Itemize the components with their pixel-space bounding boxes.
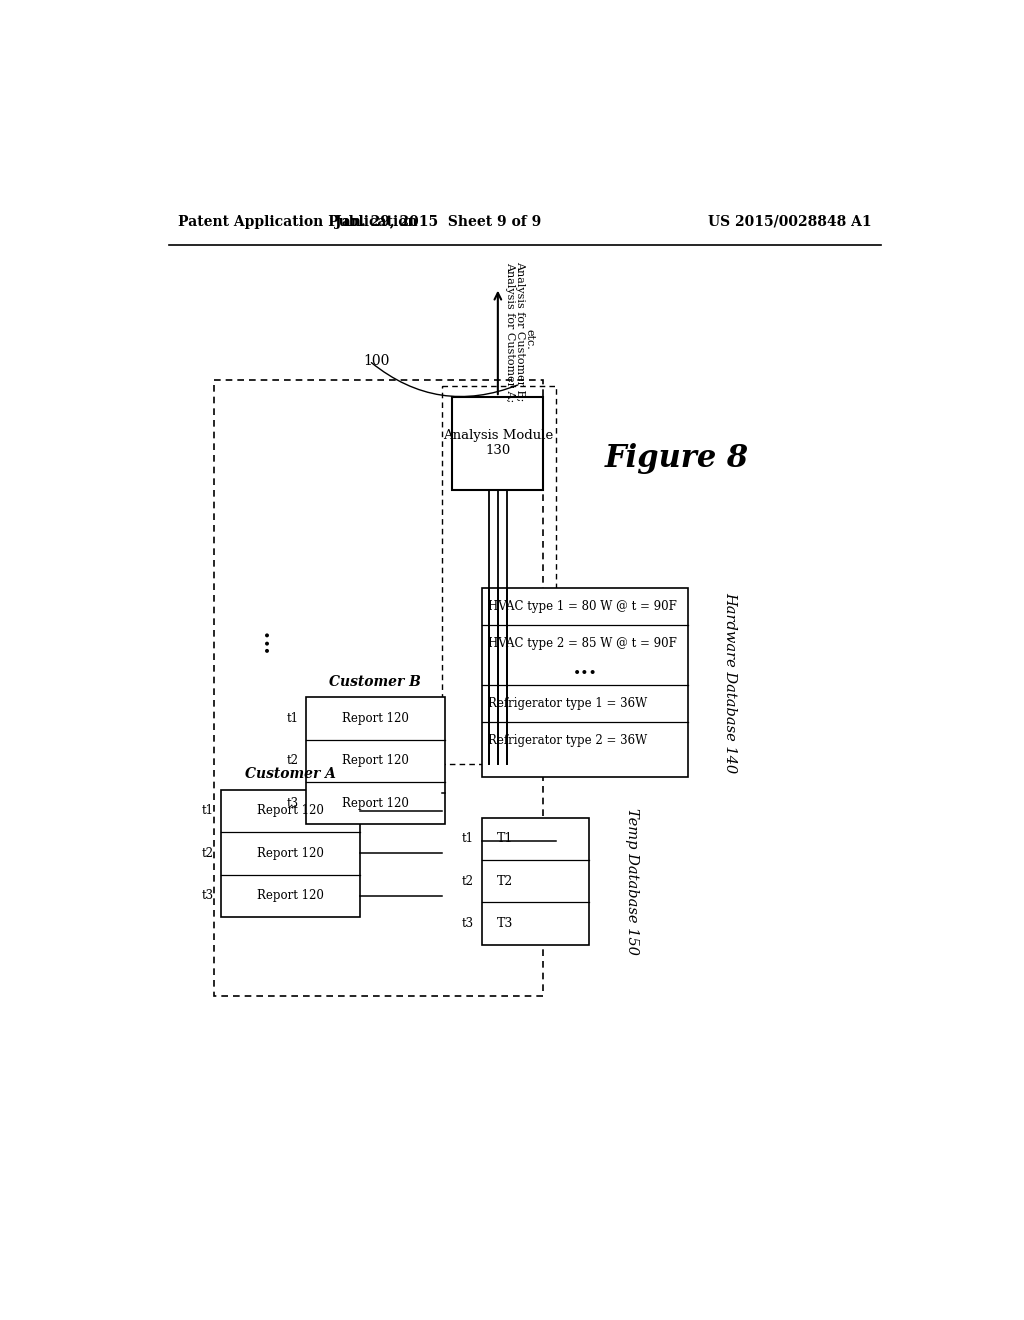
Text: T3: T3 bbox=[497, 917, 513, 929]
Text: Refrigerator type 1 = 36W: Refrigerator type 1 = 36W bbox=[487, 697, 647, 710]
Text: t3: t3 bbox=[462, 917, 474, 929]
Text: Customer B: Customer B bbox=[330, 675, 421, 689]
Text: t2: t2 bbox=[287, 755, 298, 767]
Text: t1: t1 bbox=[462, 832, 474, 845]
Text: Analysis Module
130: Analysis Module 130 bbox=[442, 429, 553, 457]
Text: Patent Application Publication: Patent Application Publication bbox=[178, 215, 418, 228]
Text: Analysis for Customer B;: Analysis for Customer B; bbox=[515, 261, 524, 401]
Text: Report 120: Report 120 bbox=[257, 804, 325, 817]
Text: Analysis for Customer A;: Analysis for Customer A; bbox=[506, 261, 515, 401]
Text: t1: t1 bbox=[287, 711, 298, 725]
Text: Report 120: Report 120 bbox=[342, 711, 409, 725]
Text: •••: ••• bbox=[261, 627, 274, 652]
Text: Temp Database 150: Temp Database 150 bbox=[625, 808, 639, 954]
Text: t2: t2 bbox=[202, 847, 214, 859]
Text: 100: 100 bbox=[364, 354, 389, 368]
Bar bbox=[306, 697, 444, 825]
Text: Hardware Database 140: Hardware Database 140 bbox=[723, 591, 737, 774]
Text: T2: T2 bbox=[497, 875, 513, 887]
Bar bbox=[481, 817, 590, 945]
Text: t3: t3 bbox=[202, 890, 214, 902]
Text: Report 120: Report 120 bbox=[342, 797, 409, 809]
Bar bbox=[221, 789, 360, 917]
Text: Report 120: Report 120 bbox=[342, 755, 409, 767]
Text: Refrigerator type 2 = 36W: Refrigerator type 2 = 36W bbox=[487, 734, 647, 747]
Text: Figure 8: Figure 8 bbox=[605, 444, 750, 474]
Text: Report 120: Report 120 bbox=[257, 890, 325, 902]
Text: Report 120: Report 120 bbox=[257, 847, 325, 859]
Text: Jan. 29, 2015  Sheet 9 of 9: Jan. 29, 2015 Sheet 9 of 9 bbox=[336, 215, 542, 228]
Text: t2: t2 bbox=[462, 875, 474, 887]
Text: t1: t1 bbox=[202, 804, 214, 817]
Bar bbox=[214, 380, 544, 997]
Bar bbox=[453, 397, 544, 490]
Text: t3: t3 bbox=[286, 797, 298, 809]
Text: HVAC type 2 = 85 W @ t = 90F: HVAC type 2 = 85 W @ t = 90F bbox=[487, 638, 677, 649]
Text: T1: T1 bbox=[497, 832, 513, 845]
Bar bbox=[442, 387, 556, 763]
Text: US 2015/0028848 A1: US 2015/0028848 A1 bbox=[708, 215, 871, 228]
Bar bbox=[481, 589, 688, 776]
Text: etc.: etc. bbox=[524, 329, 535, 350]
Text: •••: ••• bbox=[572, 667, 597, 681]
Text: Customer A: Customer A bbox=[246, 767, 336, 781]
Text: HVAC type 1 = 80 W @ t = 90F: HVAC type 1 = 80 W @ t = 90F bbox=[487, 601, 677, 612]
